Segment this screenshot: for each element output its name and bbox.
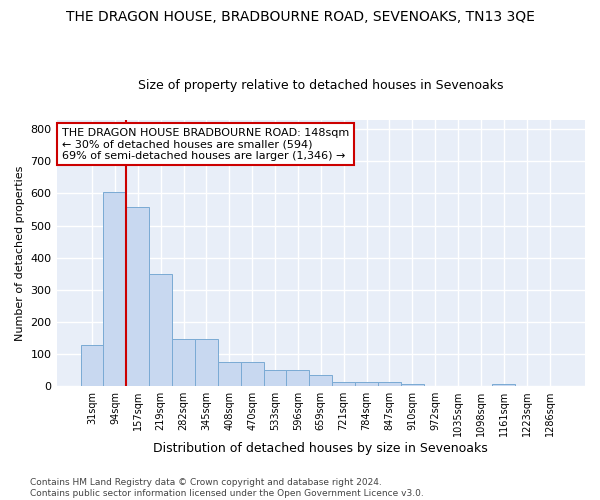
Bar xyxy=(149,274,172,386)
Bar xyxy=(310,376,332,386)
Text: THE DRAGON HOUSE BRADBOURNE ROAD: 148sqm
← 30% of detached houses are smaller (5: THE DRAGON HOUSE BRADBOURNE ROAD: 148sqm… xyxy=(62,128,349,161)
Bar xyxy=(80,345,103,386)
Bar xyxy=(286,370,310,386)
Bar xyxy=(378,382,401,386)
Bar xyxy=(332,382,355,386)
Text: Contains HM Land Registry data © Crown copyright and database right 2024.
Contai: Contains HM Land Registry data © Crown c… xyxy=(30,478,424,498)
Bar xyxy=(103,192,127,386)
Bar xyxy=(355,382,378,386)
Bar xyxy=(218,362,241,386)
Bar xyxy=(263,370,286,386)
Title: Size of property relative to detached houses in Sevenoaks: Size of property relative to detached ho… xyxy=(138,79,503,92)
Y-axis label: Number of detached properties: Number of detached properties xyxy=(15,165,25,340)
Bar xyxy=(127,207,149,386)
Bar xyxy=(401,384,424,386)
Text: THE DRAGON HOUSE, BRADBOURNE ROAD, SEVENOAKS, TN13 3QE: THE DRAGON HOUSE, BRADBOURNE ROAD, SEVEN… xyxy=(65,10,535,24)
X-axis label: Distribution of detached houses by size in Sevenoaks: Distribution of detached houses by size … xyxy=(154,442,488,455)
Bar xyxy=(195,338,218,386)
Bar xyxy=(493,384,515,386)
Bar xyxy=(172,338,195,386)
Bar xyxy=(241,362,263,386)
